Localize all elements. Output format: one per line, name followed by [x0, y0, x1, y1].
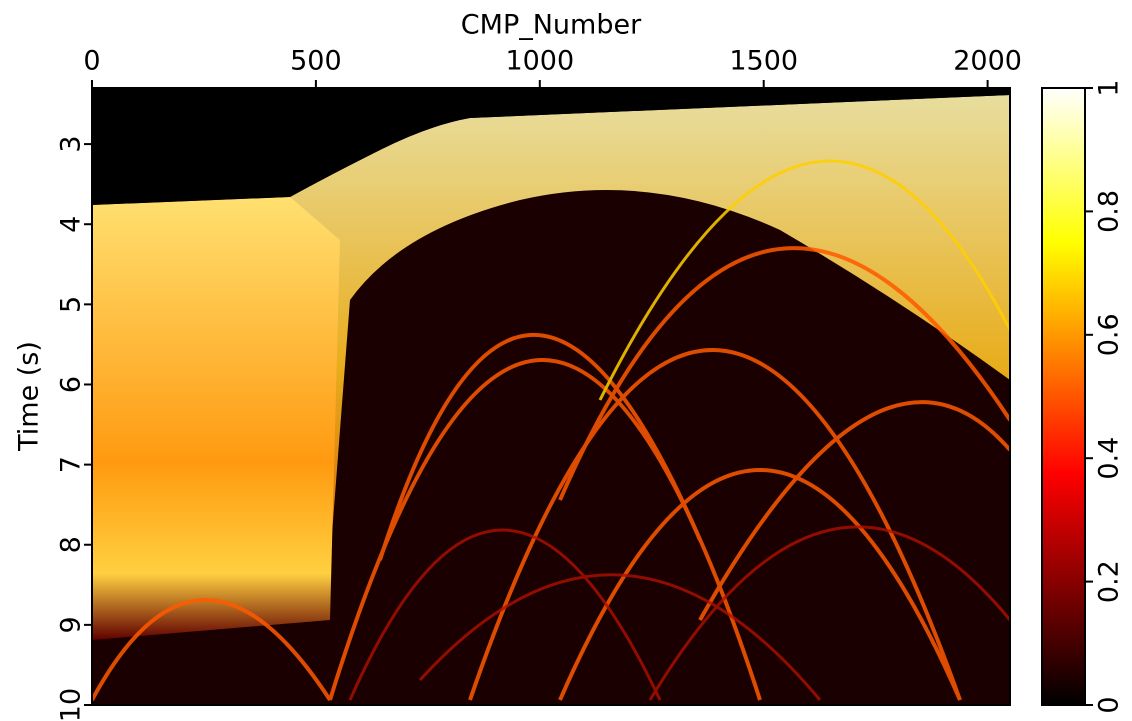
- seismic-image: [92, 88, 1010, 705]
- y-tick-label: 3: [56, 135, 87, 152]
- y-tick-label: 6: [56, 376, 87, 393]
- colorbar-tick-label: 0: [1094, 696, 1125, 713]
- colorbar-tick-label: 0.2: [1094, 560, 1125, 603]
- x-tick-label: 1500: [729, 46, 798, 77]
- colorbar-tick-label: 1: [1094, 79, 1125, 96]
- chart: CMP_Number Time (s) 0 500 1000 1500 2000 3 4 5 6…: [0, 0, 1132, 721]
- y-tick-label: 4: [56, 216, 87, 233]
- y-tick-label: 9: [56, 616, 87, 633]
- x-axis-label: CMP_Number: [461, 10, 642, 41]
- x-tick-label: 2000: [953, 46, 1022, 77]
- y-tick-label: 10: [56, 688, 87, 721]
- x-tick-label: 500: [290, 46, 342, 77]
- x-tick-label: 1000: [505, 46, 574, 77]
- y-tick-label: 7: [56, 456, 87, 473]
- colorbar-tick-label: 0.8: [1094, 190, 1125, 233]
- y-tick-label: 8: [56, 536, 87, 553]
- y-tick-label: 5: [56, 296, 87, 313]
- colorbar-tick-label: 0.6: [1094, 313, 1125, 356]
- colorbar: [1042, 88, 1085, 705]
- y-axis-label: Time (s): [14, 341, 45, 452]
- x-tick-label: 0: [83, 46, 100, 77]
- colorbar-tick-label: 0.4: [1094, 437, 1125, 480]
